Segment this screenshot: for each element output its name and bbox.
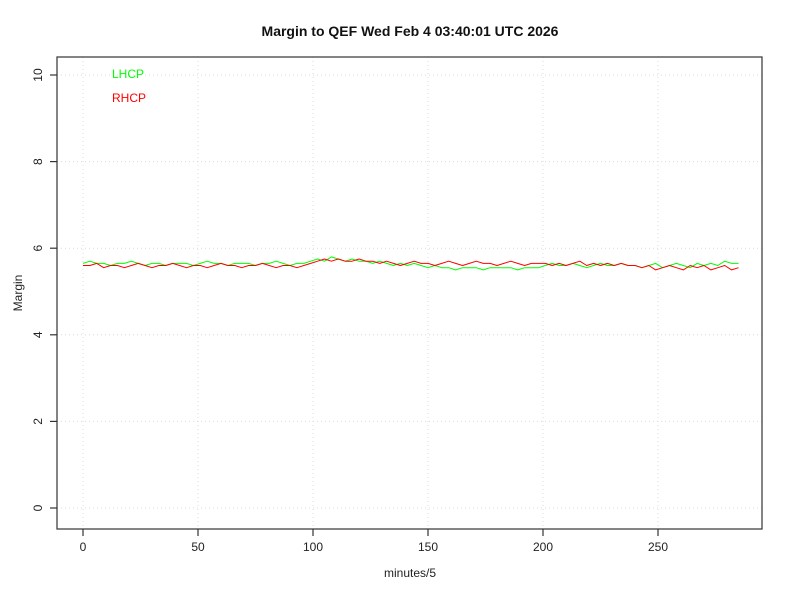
legend-item-lhcp: LHCP — [112, 67, 144, 81]
y-tick-label: 10 — [31, 68, 45, 82]
y-tick-label: 6 — [31, 245, 45, 252]
x-tick-label: 100 — [303, 540, 323, 554]
axis-ticks — [50, 74, 659, 536]
y-tick-label: 8 — [31, 158, 45, 165]
y-axis-label: Margin — [11, 275, 25, 312]
y-tick-label: 2 — [31, 418, 45, 425]
x-tick-label: 150 — [418, 540, 438, 554]
y-tick-label: 4 — [31, 331, 45, 338]
chart-title: Margin to QEF Wed Feb 4 03:40:01 UTC 202… — [262, 23, 559, 39]
grid-lines — [57, 57, 762, 529]
data-series — [82, 256, 739, 271]
lhcp-line — [82, 256, 739, 271]
x-axis-label: minutes/5 — [384, 566, 436, 580]
axis-tick-labels: 0 50 100 150 200 250 0 2 4 6 8 10 — [31, 68, 668, 554]
x-tick-label: 0 — [80, 540, 87, 554]
x-tick-label: 250 — [648, 540, 668, 554]
x-tick-label: 50 — [191, 540, 205, 554]
x-tick-label: 200 — [533, 540, 553, 554]
y-tick-label: 0 — [31, 504, 45, 511]
legend-item-rhcp: RHCP — [112, 91, 146, 105]
legend: LHCP RHCP — [112, 67, 146, 105]
plot-border-box — [56, 56, 763, 530]
rhcp-line — [83, 258, 739, 271]
